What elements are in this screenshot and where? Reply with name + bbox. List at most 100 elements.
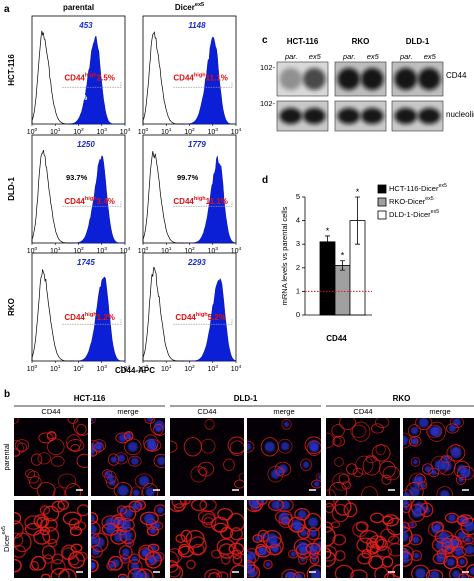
membrane-stain xyxy=(179,500,191,505)
membrane-stain xyxy=(408,534,423,546)
membrane-stain xyxy=(14,559,22,573)
membrane-stain xyxy=(113,482,133,496)
micrograph xyxy=(247,418,321,496)
nucleus xyxy=(145,487,155,496)
membrane-stain xyxy=(256,500,268,505)
panel-label: d xyxy=(262,175,268,186)
superscript: 3 xyxy=(104,246,107,252)
nucleus xyxy=(412,459,419,465)
membrane-stain xyxy=(216,538,236,555)
blot-band xyxy=(418,68,441,90)
mfi-value: 1148 xyxy=(188,21,206,30)
membrane-stain xyxy=(306,440,321,456)
membrane-stain xyxy=(366,537,378,548)
x-tick-label: 103 xyxy=(207,364,218,373)
membrane-stain xyxy=(281,418,292,430)
cd44-histogram xyxy=(69,155,126,244)
x-tick-label: 102 xyxy=(73,246,84,255)
nucleus xyxy=(91,514,96,523)
membrane-stain xyxy=(118,545,133,560)
superscript: 3 xyxy=(215,127,218,133)
membrane-stain xyxy=(458,572,470,578)
membrane-stain xyxy=(128,500,142,513)
panel-label: a xyxy=(4,4,10,15)
text-part: 1779 xyxy=(188,140,206,149)
channel-header: CD44 xyxy=(197,407,216,416)
micrograph xyxy=(403,500,474,578)
text-part: HCT-116 xyxy=(74,394,106,403)
blot-band xyxy=(337,108,360,124)
micrograph-bg xyxy=(326,418,400,496)
membrane-stain xyxy=(127,567,147,578)
superscript: 2 xyxy=(81,246,84,252)
micrograph xyxy=(91,418,165,496)
text-part: 10 xyxy=(161,129,169,136)
superscript: high xyxy=(194,73,206,79)
protein-label: CD44 xyxy=(446,71,467,80)
text-part: 11.1% xyxy=(206,197,228,206)
nucleus xyxy=(105,524,116,535)
nucleus xyxy=(120,519,131,530)
text-part: CD44 xyxy=(41,407,60,416)
nucleus xyxy=(434,459,445,471)
text-part: 10 xyxy=(207,366,215,373)
text-part: mRNA levels vs parental cells xyxy=(280,206,289,305)
column-header: parental xyxy=(63,3,94,12)
text-part: CD44 xyxy=(353,407,372,416)
text-part: nucleolin xyxy=(446,110,474,119)
text-part: 10 xyxy=(161,248,169,255)
micrograph xyxy=(170,418,244,496)
superscript: 1 xyxy=(58,246,61,252)
nucleus xyxy=(452,570,461,578)
superscript: 1 xyxy=(169,127,172,133)
text-part: parental xyxy=(2,443,11,470)
nucleus xyxy=(469,567,474,576)
nucleus xyxy=(91,562,96,570)
nucleus xyxy=(458,558,466,565)
blot-band xyxy=(394,108,417,124)
nucleus xyxy=(461,574,467,578)
membrane-stain xyxy=(65,483,82,496)
x-tick-label: 103 xyxy=(96,364,107,373)
nucleus xyxy=(448,514,456,522)
membrane-stain xyxy=(461,542,474,557)
text-part: CD44 xyxy=(64,313,85,322)
y-tick-label: 3 xyxy=(296,239,300,248)
low-percent: 98.3% xyxy=(66,334,88,343)
text-part: 2 xyxy=(296,263,300,272)
x-tick-label: 100 xyxy=(27,364,38,373)
nucleus xyxy=(310,569,321,578)
text-part: 1 xyxy=(296,286,300,295)
membrane-stain xyxy=(36,482,56,496)
membrane-stain xyxy=(204,418,215,430)
membrane-stain xyxy=(107,453,120,466)
nucleus xyxy=(117,454,126,463)
membrane-stain xyxy=(91,511,99,525)
text-part: 10 xyxy=(184,129,192,136)
membrane-stain xyxy=(403,526,413,547)
membrane-stain xyxy=(252,534,263,543)
text-part: 3 xyxy=(296,239,300,248)
text-part: 10 xyxy=(138,129,146,136)
membrane-stain xyxy=(427,421,446,442)
nucleus xyxy=(446,558,455,567)
nucleus xyxy=(411,536,420,544)
superscript: 0 xyxy=(35,246,38,252)
lane-label: ex5 xyxy=(309,52,322,61)
superscript: 1 xyxy=(169,364,172,370)
channel-header: merge xyxy=(429,407,450,416)
text-part: ex5 xyxy=(309,52,322,61)
superscript: ex5 xyxy=(431,209,440,215)
nucleus xyxy=(458,476,464,483)
text-part: c xyxy=(262,35,268,46)
membrane-stain xyxy=(441,537,453,548)
blot-band xyxy=(361,68,384,90)
membrane-stain xyxy=(355,455,374,475)
mfi-value: 1250 xyxy=(77,140,95,149)
text-part: HCT-116 xyxy=(287,37,319,46)
membrane-stain xyxy=(229,440,244,456)
nucleus xyxy=(291,519,302,530)
nucleus xyxy=(117,484,129,496)
nucleus xyxy=(131,502,139,511)
membrane-stain xyxy=(311,479,321,489)
